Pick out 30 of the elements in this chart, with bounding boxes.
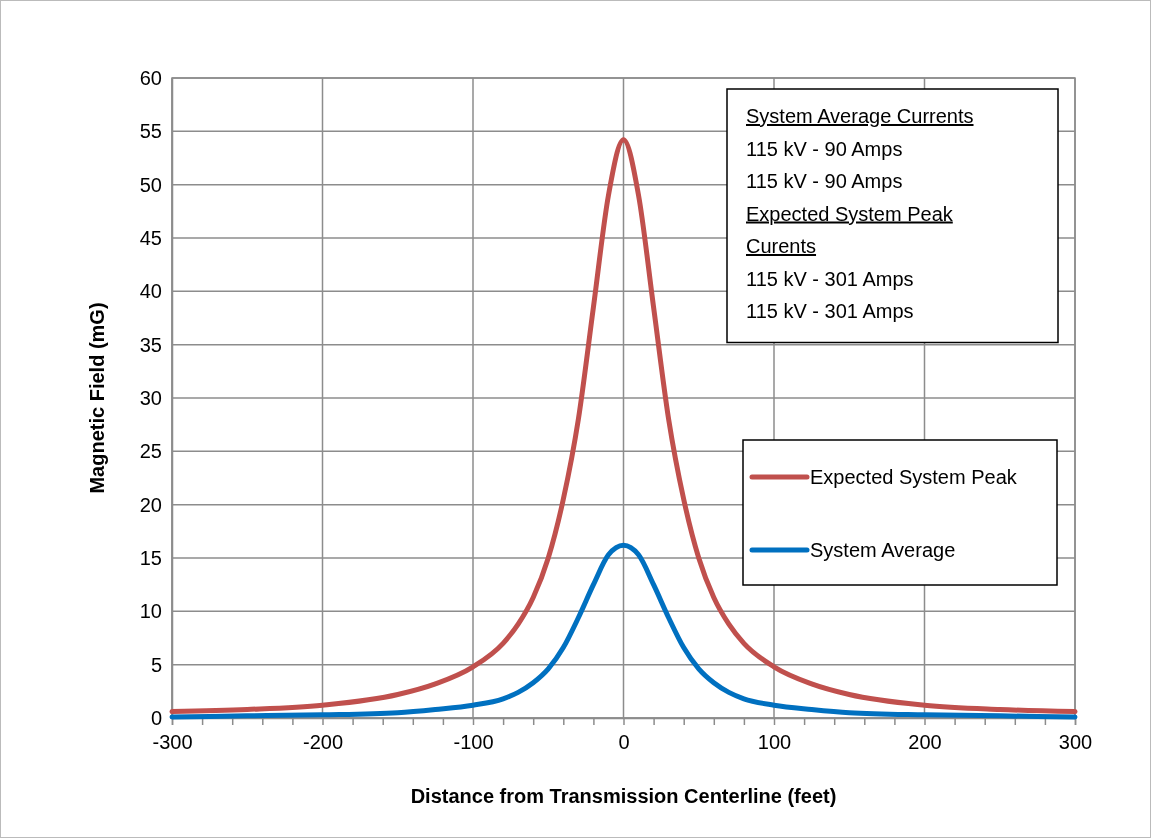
y-tick-label: 20 bbox=[139, 493, 162, 516]
x-tick-label: 200 bbox=[908, 731, 942, 754]
y-tick-label: 0 bbox=[150, 706, 162, 729]
y-tick-label: 25 bbox=[139, 440, 162, 463]
x-tick-label: -300 bbox=[152, 731, 193, 754]
x-axis-title: Distance from Transmission Centerline (feet) bbox=[410, 785, 837, 807]
annotation: Expected System Peak Curents bbox=[746, 202, 954, 257]
y-axis-title: Magnetic Field (mG) bbox=[86, 302, 108, 494]
y-tick-label: 50 bbox=[139, 173, 162, 196]
annotation: System Average Currents bbox=[746, 105, 974, 127]
y-tick-label: 55 bbox=[139, 120, 162, 143]
annotation: 115 kV - 90 Amps bbox=[746, 170, 903, 192]
annotation: 115 kV - 301 Amps bbox=[746, 267, 914, 290]
legend-label: System Average bbox=[810, 539, 956, 561]
y-tick-label: 60 bbox=[139, 66, 162, 89]
y-tick-label: 15 bbox=[139, 546, 162, 569]
y-tick-label: 10 bbox=[139, 600, 162, 623]
legend-label: Expected System Peak bbox=[810, 466, 1018, 488]
y-tick-label: 35 bbox=[139, 333, 162, 356]
annotation: 115 kV - 90 Amps bbox=[746, 137, 903, 160]
y-tick-label: 30 bbox=[139, 386, 162, 409]
y-tick-label: 45 bbox=[139, 226, 162, 249]
x-tick-label: -100 bbox=[453, 731, 494, 754]
annotation: 115 kV - 301 Amps bbox=[746, 300, 914, 322]
x-tick-label: 300 bbox=[1058, 731, 1093, 754]
y-tick-label: 5 bbox=[150, 653, 162, 676]
y-tick-label: 40 bbox=[139, 280, 162, 303]
x-tick-label: 0 bbox=[618, 731, 630, 754]
x-tick-label: -200 bbox=[302, 731, 344, 754]
x-tick-label: 100 bbox=[757, 731, 792, 754]
